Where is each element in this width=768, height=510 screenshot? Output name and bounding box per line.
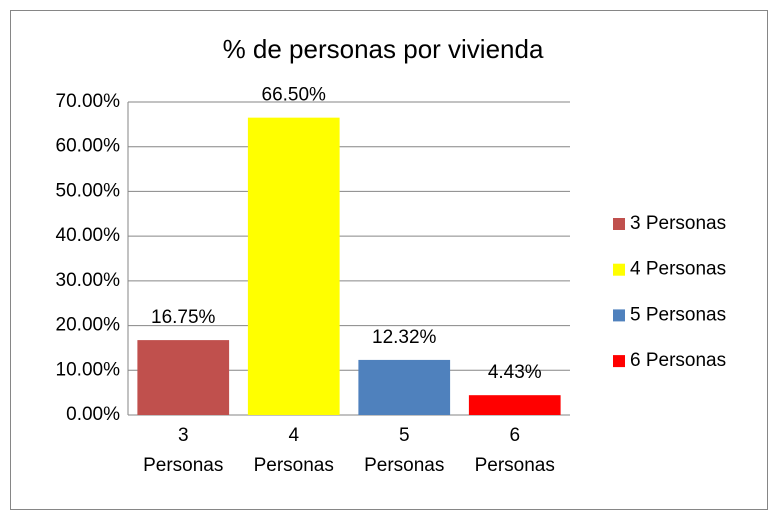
- legend-label: 6 Personas: [630, 350, 726, 371]
- x-tick-text: 6 Personas: [474, 425, 555, 476]
- chart-border: [10, 10, 768, 510]
- legend-label: 5 Personas: [630, 304, 726, 325]
- y-tick-label: 20.00%: [56, 315, 121, 336]
- legend-label: 4 Personas: [630, 259, 726, 280]
- data-label: 12.32%: [372, 327, 437, 348]
- data-label: 66.50%: [262, 85, 327, 106]
- bar: [247, 117, 340, 416]
- y-tick-label: 70.00%: [56, 91, 121, 112]
- legend-label: 3 Personas: [630, 213, 726, 234]
- chart-title: % de personas por vivienda: [223, 34, 544, 64]
- x-tick-text: 3 Personas: [143, 425, 224, 476]
- x-tick-label: 3 Personas: [128, 421, 238, 481]
- x-tick-label: 6 Personas: [460, 421, 570, 481]
- bar: [468, 395, 561, 415]
- legend-swatch: [613, 355, 625, 368]
- y-tick-label: 60.00%: [56, 136, 121, 157]
- data-label: 16.75%: [151, 307, 216, 328]
- data-label: 4.43%: [488, 362, 542, 383]
- legend-swatch: [613, 309, 625, 322]
- y-tick-label: 50.00%: [56, 180, 121, 201]
- y-tick-label: 40.00%: [56, 225, 121, 246]
- bar: [358, 359, 451, 415]
- bar: [137, 340, 230, 415]
- x-tick-text: 4 Personas: [253, 425, 334, 476]
- legend-swatch: [613, 263, 625, 276]
- x-tick-text: 5 Personas: [364, 425, 445, 476]
- x-tick-label: 4 Personas: [239, 421, 349, 481]
- y-tick-label: 30.00%: [56, 270, 121, 291]
- legend-swatch: [613, 218, 625, 230]
- y-tick-label: 0.00%: [66, 404, 120, 425]
- y-tick-label: 10.00%: [56, 359, 121, 380]
- x-tick-label: 5 Personas: [349, 421, 459, 481]
